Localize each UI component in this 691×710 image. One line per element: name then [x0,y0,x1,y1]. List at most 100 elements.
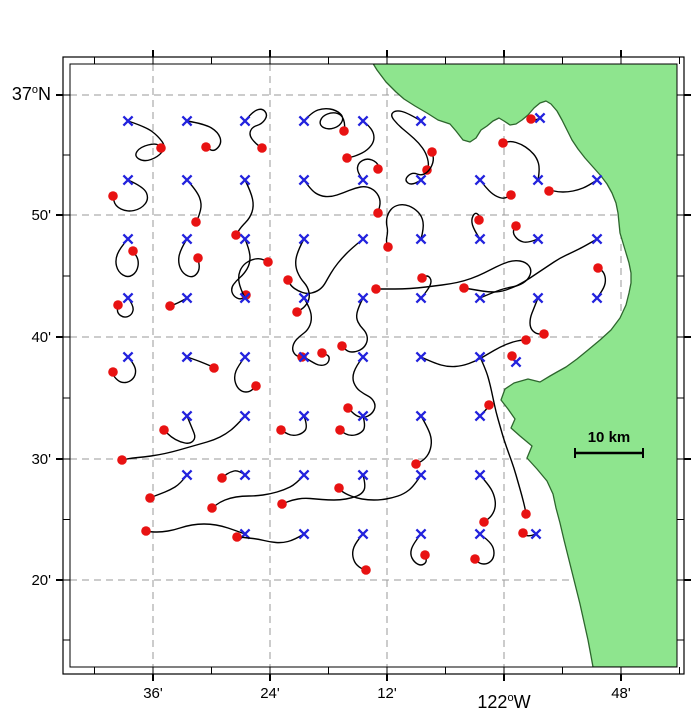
end-dot-marker [251,381,261,391]
end-dot-marker [507,351,517,361]
trajectory-path [237,257,269,299]
start-x-marker [532,292,544,304]
map-frame-outer [62,56,685,675]
end-dot-marker [117,455,127,465]
start-x-marker [415,292,427,304]
end-dot-marker [145,493,155,503]
end-dot-marker [207,503,217,513]
start-x-marker [298,115,310,127]
start-x-marker [239,174,251,186]
start-x-marker [591,233,603,245]
map-interior: 10 km [70,64,677,667]
latitude-axis-label: 50' [31,207,51,224]
start-x-marker [415,410,427,422]
start-x-marker [474,528,486,540]
trajectory-path [211,474,305,509]
end-dot-marker [459,283,469,293]
start-x-marker [181,410,193,422]
end-dot-marker [339,126,349,136]
end-dot-marker [371,284,381,294]
longitude-axis-label: 122oW [477,692,530,710]
trajectory-path [115,238,139,278]
start-x-marker [534,112,546,124]
end-dot-marker [526,114,536,124]
end-dot-marker [498,138,508,148]
trajectory-path [116,297,134,318]
end-dot-marker [427,147,437,157]
start-x-marker [298,410,310,422]
start-x-marker [298,292,310,304]
end-dot-marker [257,143,267,153]
end-dot-marker [474,215,484,225]
end-dot-marker [420,550,430,560]
trajectory-path [231,238,251,300]
start-x-marker [298,174,310,186]
end-dot-marker [484,400,494,410]
end-dot-marker [373,208,383,218]
end-dot-marker [159,425,169,435]
trajectory-path [291,297,313,358]
start-x-marker [415,528,427,540]
trajectory-path [287,238,364,295]
end-dot-marker [277,499,287,509]
latitude-axis-label: 37oN [12,84,51,104]
longitude-axis-label: 48' [611,685,631,702]
end-dot-marker [201,142,211,152]
trajectory-path [235,179,254,236]
latitude-axis-label: 30' [31,451,51,468]
end-dot-marker [141,526,151,536]
trajectory-path [112,356,137,384]
trajectory-path [410,533,427,566]
trajectory-path [346,120,375,159]
longitude-axis-label: 36' [143,685,163,702]
start-x-marker [298,233,310,245]
trajectory-path [405,151,435,185]
end-dot-marker [108,367,118,377]
start-x-marker [415,174,427,186]
start-x-marker [357,351,369,363]
start-x-marker [530,528,542,540]
end-dot-marker [337,341,347,351]
end-dot-marker [593,263,603,273]
end-dot-marker [411,459,421,469]
start-x-marker [474,351,486,363]
start-x-marker [357,528,369,540]
end-dot-marker [113,300,123,310]
trajectory-path [479,356,527,515]
trajectory-path [502,140,540,181]
start-x-marker [239,469,251,481]
trajectory-path [474,533,495,565]
end-dot-marker [191,217,201,227]
end-dot-marker [128,246,138,256]
trajectory-path [415,415,433,465]
start-x-marker [591,174,603,186]
end-dot-marker [297,352,307,362]
start-x-marker [415,115,427,127]
start-x-marker [474,410,486,422]
trajectory-path [463,238,598,293]
trajectory-path [127,120,165,162]
end-dot-marker [108,191,118,201]
end-dot-marker [417,273,427,283]
trajectory-path [178,238,200,278]
start-x-marker [122,292,134,304]
start-x-marker [357,115,369,127]
start-x-marker [357,469,369,481]
trajectory-path [596,267,607,299]
trajectory-path [280,415,307,437]
end-dot-marker [361,565,371,575]
start-x-marker [239,115,251,127]
start-x-marker [415,469,427,481]
end-dot-marker [292,307,302,317]
map-frame-inner [69,63,678,668]
start-x-marker [532,174,544,186]
trajectory-path [303,107,346,132]
trajectory-path [236,533,305,544]
start-x-marker [298,469,310,481]
latitude-axis-label: 40' [31,329,51,346]
end-dot-marker [479,517,489,527]
end-dot-marker [263,257,273,267]
trajectory-path [479,179,512,199]
